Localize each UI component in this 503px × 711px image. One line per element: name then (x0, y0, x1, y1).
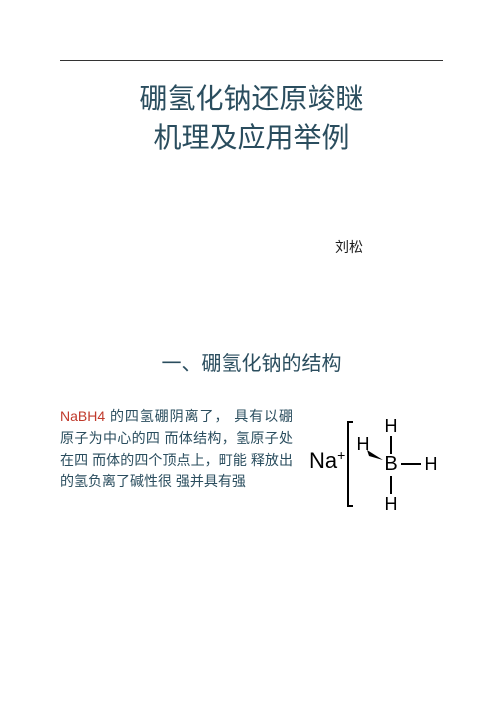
title-line-1: 硼氢化钠还原竣瞇 (60, 79, 443, 118)
document-title: 硼氢化钠还原竣瞇 机理及应用举例 (60, 79, 443, 157)
author-name: 刘松 (60, 237, 443, 257)
formula-label: NaBH4 (60, 408, 105, 424)
section-heading: 一、硼氢化钠的结构 (60, 347, 443, 376)
body-wrap: NaBH4 的四氢硼阴离了， 具有以硼原子为中心的四 而体结构，氢原子处在四 而… (60, 406, 443, 516)
molecule-diagram: Na+ B H H H H (303, 406, 443, 516)
center-atom: B (384, 453, 397, 475)
body-paragraph: NaBH4 的四氢硼阴离了， 具有以硼原子为中心的四 而体结构，氢原子处在四 而… (60, 406, 293, 493)
ligand-right: H (425, 454, 438, 474)
title-line-2: 机理及应用举例 (60, 118, 443, 157)
page: 硼氢化钠还原竣瞇 机理及应用举例 刘松 一、硼氢化钠的结构 NaBH4 的四氢硼… (0, 0, 503, 556)
cation-text: Na+ (309, 447, 345, 473)
bracket-left (348, 422, 353, 506)
ligand-top: H (385, 416, 398, 436)
horizontal-rule (60, 60, 443, 61)
ligand-bottom: H (385, 494, 398, 514)
ligand-back: H (357, 434, 370, 454)
